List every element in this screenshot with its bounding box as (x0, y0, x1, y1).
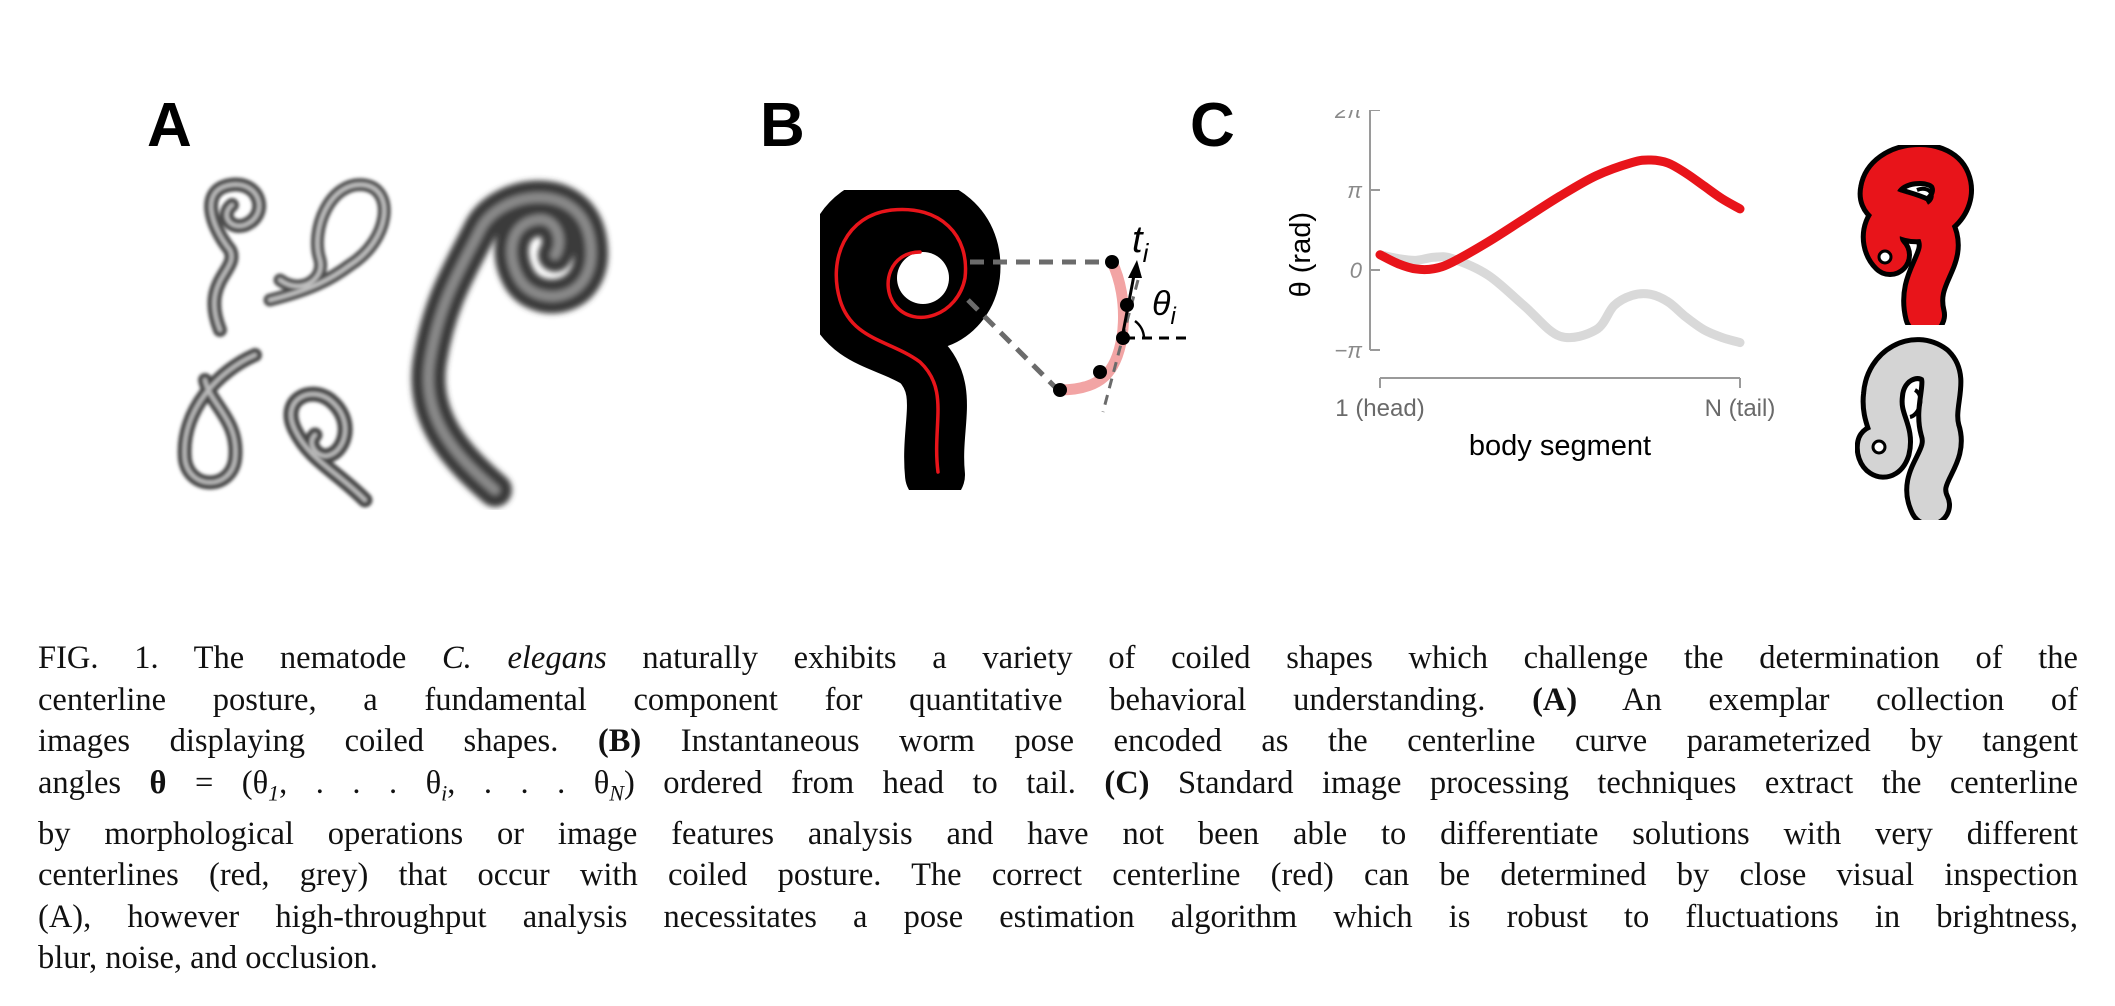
figure-1: A B (147, 91, 1974, 520)
angle-arc (1134, 319, 1146, 339)
caption-line: angles θ = (θ1, . . . θi, . . . θN) orde… (38, 763, 2078, 814)
grey-centerline-worm-icon (1855, 337, 1964, 520)
caption-text: Standard image processing techniques ext… (1149, 764, 2078, 801)
caption-line: images displaying coiled shapes. (B) Ins… (38, 721, 2078, 763)
caption-text: blur, noise, and occlusion. (38, 940, 378, 976)
centerline-point (1053, 383, 1067, 397)
y-tick-label: π (1347, 178, 1363, 203)
panel-b-letter: B (760, 91, 805, 160)
caption-line: (A), however high-throughput analysis ne… (38, 897, 2078, 939)
caption-text: by morphological operations or image fea… (38, 815, 2078, 852)
red-centerline-worm-icon (1857, 145, 1974, 325)
worm-silhouette (820, 190, 1001, 490)
tangent-label: ti (1132, 219, 1150, 268)
caption-text: = (θ (166, 764, 269, 801)
caption-text: N (609, 780, 624, 805)
caption-line: blur, noise, and occlusion. (38, 938, 2078, 980)
caption-text: naturally exhibits a variety of coiled s… (606, 640, 2078, 676)
chart-series (1375, 155, 1745, 348)
caption-line: by morphological operations or image fea… (38, 814, 2078, 856)
panel-a-letter: A (147, 91, 192, 160)
tangent-arrowhead (1128, 260, 1142, 278)
centerline-point (1105, 255, 1119, 269)
coiled-worm-image (177, 348, 262, 490)
coiled-worm-image (283, 386, 373, 508)
figure-caption: FIG. 1. The nematode C. elegans naturall… (38, 638, 2078, 980)
caption-text: , . . . θ (279, 764, 442, 801)
x-tick-label: N (tail) (1705, 395, 1776, 422)
x-axis-label: body segment (1469, 430, 1651, 462)
chart-axes (1369, 110, 1741, 388)
chart-labels: 2π π 0 −π 1 (head) N (tail) body segment θ (rad… (1285, 110, 1775, 462)
panel-c-letter: C (1190, 91, 1235, 160)
caption-text: Instantaneous worm pose encoded as the c… (641, 723, 2078, 759)
caption-text: ) ordered from head to tail. (623, 764, 1105, 801)
caption-text: (A) (1532, 681, 1578, 718)
worm-centerline (834, 207, 968, 474)
caption-text: angles (38, 764, 150, 801)
caption-text: C. elegans (441, 640, 607, 676)
coiled-worm-image (411, 180, 609, 507)
caption-line: centerline posture, a fundamental compon… (38, 680, 2078, 722)
caption-text: centerline posture, a fundamental compon… (38, 681, 1533, 718)
caption-text: An exemplar collection of (1577, 681, 2078, 718)
series-line-grey (1375, 250, 1745, 348)
centerline-point (1116, 331, 1130, 345)
y-tick-label: 0 (1350, 258, 1363, 283)
caption-text: centerlines (red, grey) that occur with … (38, 857, 2078, 893)
angle-label: θi (1152, 285, 1176, 330)
caption-text: i (441, 780, 448, 805)
caption-text: , . . . θ (447, 764, 610, 801)
x-tick-label: 1 (head) (1335, 395, 1424, 422)
coiled-worm-image (204, 177, 267, 337)
caption-text: (C) (1104, 764, 1150, 801)
coiled-worm-image (263, 178, 391, 307)
panel-c-chart: 2π π 0 −π 1 (head) N (tail) body segment θ (rad… (1285, 110, 1775, 462)
panel-a-worm-images (177, 177, 609, 508)
y-tick-label: 2π (1334, 110, 1363, 123)
caption-text: θ (149, 764, 167, 801)
series-line-red (1375, 155, 1745, 275)
y-axis-label: θ (rad) (1285, 212, 1317, 297)
centerline-point (1093, 365, 1107, 379)
caption-text: FIG. 1. The nematode (38, 640, 442, 676)
caption-text: (A), however high-throughput analysis ne… (38, 898, 2078, 935)
caption-line: centerlines (red, grey) that occur with … (38, 855, 2078, 897)
caption-text: images displaying coiled shapes. (38, 723, 598, 759)
caption-line: FIG. 1. The nematode C. elegans naturall… (38, 638, 2078, 680)
panel-b-pose-diagram: ti θi (820, 190, 1190, 490)
y-tick-label: −π (1334, 338, 1363, 363)
caption-text: 1 (268, 780, 280, 805)
caption-text: (B) (597, 723, 642, 759)
centerline-point (1120, 298, 1134, 312)
centerline-segment (1054, 256, 1130, 396)
